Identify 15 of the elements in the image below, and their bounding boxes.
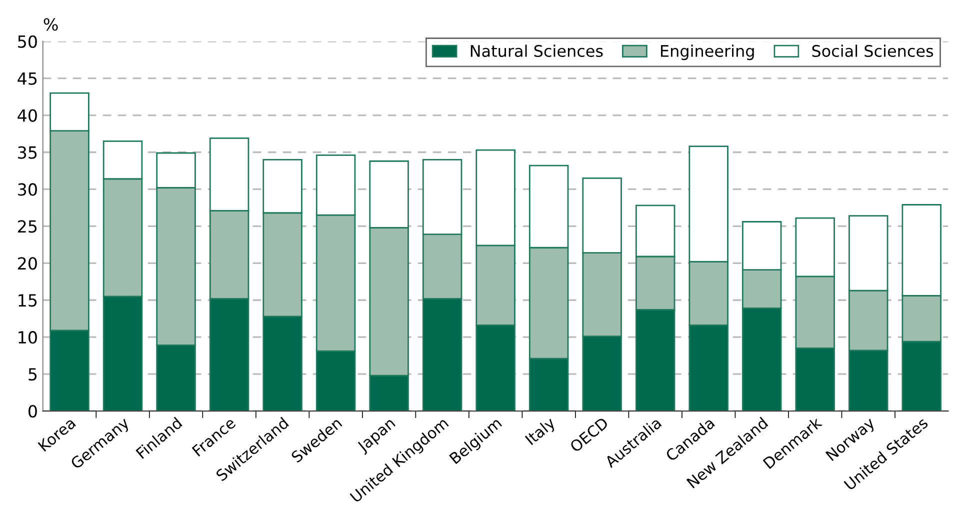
- y-tick-label: 25: [18, 220, 37, 233]
- y-tick-label: 40: [18, 109, 37, 122]
- y-tick-label: 10: [18, 331, 37, 344]
- legend-label: Social Sciences: [812, 44, 934, 58]
- y-tick-label: 50: [18, 35, 37, 48]
- legend-label: Natural Sciences: [470, 44, 603, 58]
- y-tick-label: 20: [18, 257, 37, 270]
- y-axis-title: %: [44, 18, 58, 31]
- y-tick-label: 35: [18, 146, 37, 159]
- y-tick-label: 15: [18, 294, 37, 307]
- y-tick-label: 45: [18, 72, 37, 85]
- y-tick-label: 0: [28, 404, 37, 418]
- y-tick-label: 5: [28, 368, 37, 381]
- legend-label: Engineering: [661, 44, 754, 60]
- y-tick-label: 30: [18, 183, 37, 196]
